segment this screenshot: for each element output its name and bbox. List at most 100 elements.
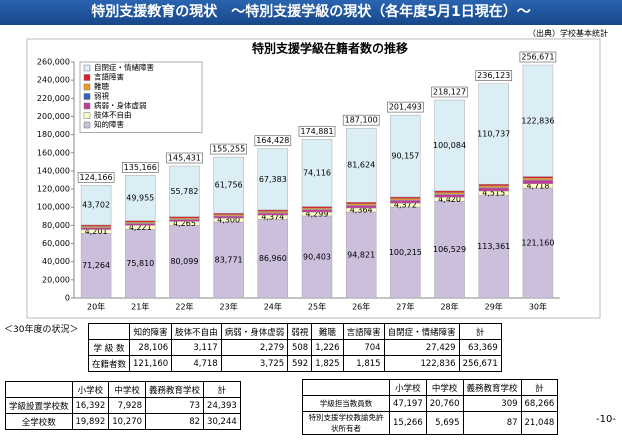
data-label: 4,265 [173,219,196,228]
header-cell: 知的障害 [129,323,173,340]
x-tick-label: 23年 [220,302,238,312]
data-label: 61,756 [215,181,243,190]
total-box [254,135,292,147]
table: 小学校 中学校 義務教育学校計学級設置学校数 16,392 7,928 73 24,393 全… [5,381,241,430]
total-label: 135,166 [124,163,157,172]
y-tick-label: 160,000 [37,148,70,157]
cell: 122,836 [383,355,460,372]
table-row: 全学校数 19,892 10,270 82 30,244 [5,413,241,430]
cell: 全学校数 [5,413,73,430]
cell: 4,718 [171,355,222,372]
legend-label: 言語障害 [94,72,124,82]
cell: 在籍者数 [87,355,131,372]
legend-swatch [83,64,91,72]
total-label: 218,127 [433,88,466,97]
total-box [387,101,424,113]
bar-segment [169,216,200,219]
data-label: 4,718 [526,181,549,190]
header-cell: 義務教育学校 [462,379,522,396]
chart-title: 特別支援学級在籍者数の推移 [252,41,408,56]
cell: 5,695 [425,411,464,435]
data-label: 90,157 [391,152,419,161]
bar-segment [478,194,509,299]
page-number: -10- [596,414,616,425]
cell: 47,197 [389,395,427,412]
bar-segment [301,139,333,207]
bar-segment [522,177,554,181]
y-tick-label: 80,000 [42,221,70,230]
cell: 学 級 数 [87,339,131,356]
cell: 学級担当教員数 [302,395,390,412]
data-label: 43,702 [82,201,110,210]
data-label: 80,099 [170,257,198,266]
header-cell: 義務教育学校 [145,381,205,398]
table-row: 学級担当教員数 47,197 20,760 309 68,266 [302,395,559,412]
cell: 309 [462,395,522,412]
bar-segment [478,183,509,187]
data-label: 74,116 [303,168,331,177]
bar-segment [434,99,465,192]
data-label: 4,299 [306,209,329,218]
header-cell: 計 [203,381,241,398]
data-label: 100,215 [389,248,422,257]
total-box [77,171,115,183]
source: （出典）学校基本統計 [528,29,608,38]
header-cell: 難聴 [311,323,344,340]
bar-segment [213,215,244,219]
bar-segment [522,180,554,184]
total-box [210,143,247,155]
cell: 508 [287,339,313,356]
bar-segment [80,185,112,226]
y-tick-label: 180,000 [37,130,70,139]
cell: 27,429 [383,339,460,356]
y-tick-label: 200,000 [37,112,70,121]
bar-segment [169,219,200,222]
data-label: 4,374 [261,213,284,222]
bar-segment [301,209,333,213]
total-box [166,152,203,164]
bar-segment [345,211,377,299]
bar-segment [434,201,465,299]
bar-segment [434,190,465,193]
cell: 19,892 [71,413,110,430]
y-tick-label: 0 [65,294,70,303]
x-tick-label: 22年 [175,302,193,312]
y-tick-label: 40,000 [42,257,70,266]
total-label: 124,166 [80,173,113,182]
cell: 1,226 [311,339,344,356]
y-tick-label: 20,000 [42,275,70,284]
total-box [519,51,557,63]
header-cell: 計 [520,379,559,396]
bar-segment [390,200,421,204]
bar-segment [80,224,112,227]
cell: 特別支援学校教諭免許状所有者 [302,411,390,435]
cell: 82 [145,413,205,430]
x-tick-label: 28年 [440,302,458,312]
legend-swatch [83,112,91,119]
bar-segment [213,212,244,215]
bar-segment [257,209,289,212]
cell: 1,815 [342,355,385,372]
bar-segment [390,206,421,299]
cell: 68,266 [520,395,559,412]
bar-segment [125,220,156,223]
header-cell: 計 [458,323,502,340]
cell: 3,725 [220,355,289,372]
cell: 592 [287,355,313,372]
table: 小学校 中学校 義務教育学校計学級担当教員数 47,197 20,760 309 68,26… [302,379,559,435]
bar-segment [125,175,156,221]
total-label: 145,431 [168,153,201,162]
legend-label: 弱視 [94,92,109,101]
caption: ＜30年度の状況＞ [4,325,79,335]
total-label: 201,493 [389,103,422,112]
table-row: 小学校 中学校 義務教育学校計 [5,381,241,398]
header-cell: 病弱・身体虚弱 [220,323,289,340]
table-row: 学級設置学校数 16,392 7,928 73 24,393 [5,397,241,414]
y-tick-label: 240,000 [37,76,70,85]
bar-segment [345,127,377,203]
legend-swatch [83,74,91,81]
x-tick-label: 29年 [485,302,503,312]
bar-segment [345,202,377,205]
legend-label: 自閉症・情緒障害 [94,62,154,72]
bar-segment [213,156,244,214]
